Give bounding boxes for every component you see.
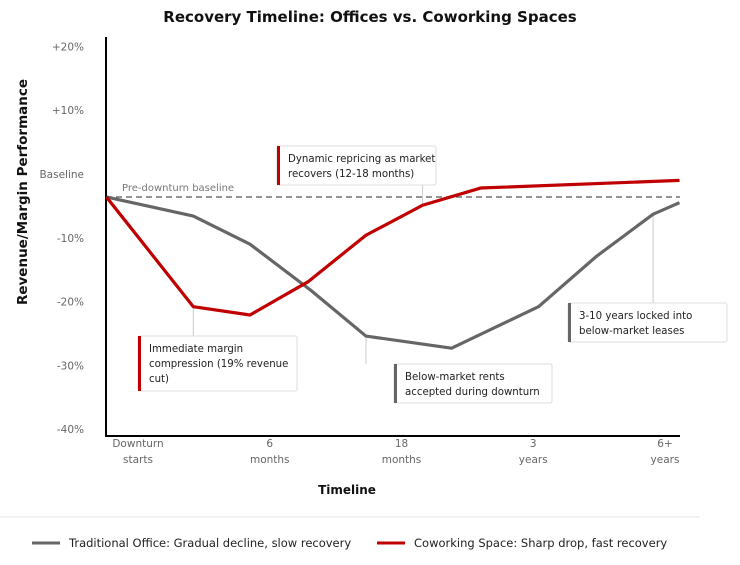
annotation-accent-bar (277, 146, 280, 185)
x-tick-label: 3 years (519, 438, 548, 466)
x-tick-label: 18 months (382, 438, 422, 466)
y-tick-label: -40% (57, 424, 84, 436)
y-tick-label: Baseline (39, 169, 84, 181)
y-tick-label: -10% (57, 233, 84, 245)
x-axis-label: Timeline (318, 483, 376, 497)
series-line-coworking (105, 178, 680, 317)
y-tick-label: +20% (52, 41, 84, 53)
annotation-accent-bar (394, 364, 397, 403)
annotation-text: compression (19% revenue (149, 359, 288, 370)
series-line-office (106, 195, 681, 350)
annotation-text: Below-market rents (405, 372, 505, 383)
y-axis-label: Revenue/Margin Performance (15, 79, 31, 305)
y-tick-label: -30% (57, 360, 84, 372)
annotation-text: 3-10 years locked into (579, 311, 692, 322)
legend-label: Coworking Space: Sharp drop, fast recove… (414, 536, 667, 550)
annotation-text: accepted during downturn (405, 387, 540, 398)
chart-title: Recovery Timeline: Offices vs. Coworking… (163, 8, 576, 26)
annotation-accent-bar (568, 303, 571, 342)
x-tick-label: 6 months (250, 438, 290, 466)
y-tick-label: -20% (57, 297, 84, 309)
x-tick-label: 6+ years (651, 438, 680, 466)
y-tick-label: +10% (52, 105, 84, 117)
annotation-text: cut) (149, 374, 169, 385)
baseline-label: Pre-downturn baseline (122, 183, 234, 194)
annotation-text: Dynamic repricing as market (288, 154, 435, 165)
annotation-text: below-market leases (579, 326, 684, 337)
x-tick-label: Downturn starts (112, 438, 163, 466)
annotation-text: recovers (12-18 months) (288, 169, 414, 180)
annotation-accent-bar (138, 336, 141, 391)
annotation-text: Immediate margin (149, 344, 243, 355)
legend-label: Traditional Office: Gradual decline, slo… (68, 536, 351, 550)
